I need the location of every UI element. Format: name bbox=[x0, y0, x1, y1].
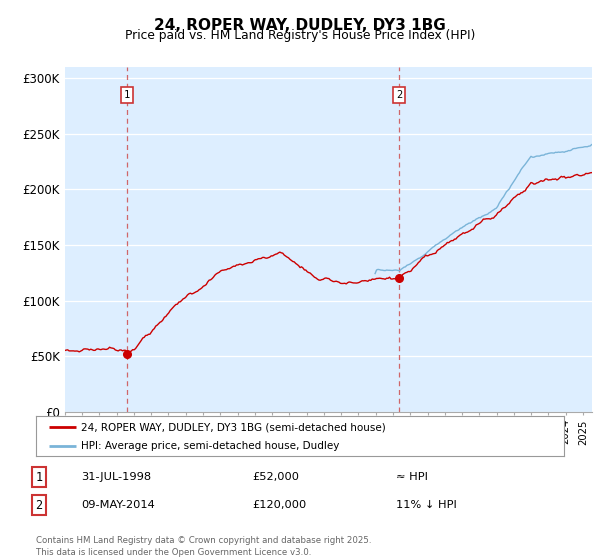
Text: 09-MAY-2014: 09-MAY-2014 bbox=[81, 500, 155, 510]
Text: ≈ HPI: ≈ HPI bbox=[396, 472, 428, 482]
Text: 2: 2 bbox=[396, 90, 402, 100]
Text: Contains HM Land Registry data © Crown copyright and database right 2025.
This d: Contains HM Land Registry data © Crown c… bbox=[36, 536, 371, 557]
Text: 24, ROPER WAY, DUDLEY, DY3 1BG (semi-detached house): 24, ROPER WAY, DUDLEY, DY3 1BG (semi-det… bbox=[81, 422, 386, 432]
Text: Price paid vs. HM Land Registry's House Price Index (HPI): Price paid vs. HM Land Registry's House … bbox=[125, 29, 475, 42]
Text: 1: 1 bbox=[35, 470, 43, 484]
Text: 1: 1 bbox=[124, 90, 130, 100]
Text: 11% ↓ HPI: 11% ↓ HPI bbox=[396, 500, 457, 510]
Text: 2: 2 bbox=[35, 498, 43, 512]
Text: 24, ROPER WAY, DUDLEY, DY3 1BG: 24, ROPER WAY, DUDLEY, DY3 1BG bbox=[154, 18, 446, 33]
Text: 31-JUL-1998: 31-JUL-1998 bbox=[81, 472, 151, 482]
Text: £52,000: £52,000 bbox=[252, 472, 299, 482]
Text: HPI: Average price, semi-detached house, Dudley: HPI: Average price, semi-detached house,… bbox=[81, 441, 339, 451]
Text: £120,000: £120,000 bbox=[252, 500, 306, 510]
